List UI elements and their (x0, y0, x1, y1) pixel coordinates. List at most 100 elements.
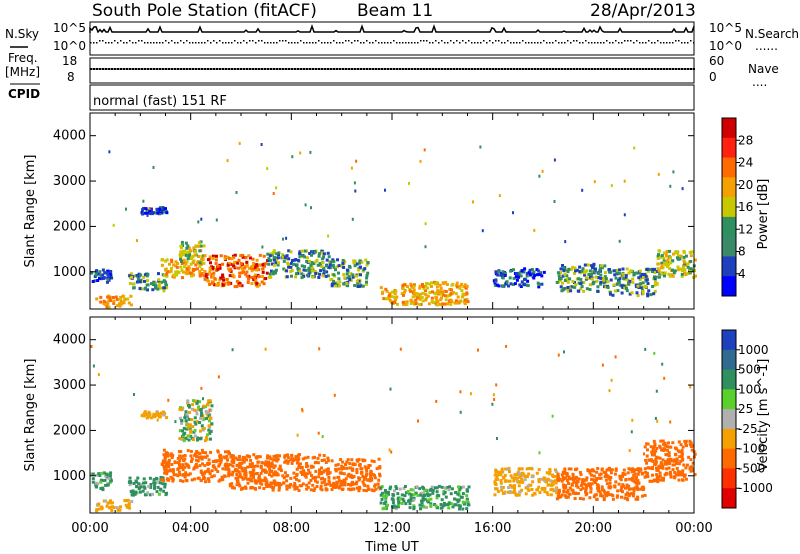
scatter-cell (207, 477, 211, 481)
scatter-cell (111, 505, 114, 509)
station-title: South Pole Station (fitACF) (92, 1, 317, 21)
nsearch-dot (138, 40, 140, 42)
scatter-cell (170, 463, 174, 466)
nsearch-dot (225, 42, 227, 44)
scatter-cell (453, 301, 457, 305)
scatter-cell (409, 299, 413, 303)
scatter-cell (600, 264, 603, 268)
scatter-cell (258, 263, 262, 267)
scatter-cell (317, 472, 321, 476)
scatter-cell (659, 266, 663, 270)
scatter-cell (414, 298, 418, 302)
scatter-cell (167, 469, 171, 473)
scatter-cell (253, 273, 257, 277)
scatter-cell (119, 297, 123, 301)
scatter-cell (644, 284, 648, 288)
scatter-cell (637, 276, 641, 280)
scatter-cell (625, 286, 628, 290)
scatter-cell (673, 458, 677, 462)
scatter-cell (446, 485, 450, 489)
scatter-cell (349, 278, 353, 282)
scatter-cell (398, 487, 402, 491)
scatter-cell (197, 255, 201, 258)
scatter-cell (164, 493, 168, 497)
scatter-cell (125, 499, 129, 503)
scatter-cell (569, 268, 573, 271)
scatter-cell (382, 494, 386, 498)
colorbar-tick-label: 16 (738, 200, 753, 214)
scatter-cell (308, 270, 312, 274)
nsearch-dot (693, 42, 695, 44)
scatter-cell (226, 267, 230, 271)
scatter-cell (332, 260, 336, 263)
nsearch-dot (267, 42, 269, 44)
scatter-cell (627, 487, 631, 491)
scatter-cell (285, 487, 289, 491)
scatter-cell (283, 455, 287, 459)
scatter-cell (321, 435, 324, 439)
scatter-cell (592, 263, 596, 267)
scatter-cell (306, 485, 310, 489)
scatter-cell (582, 281, 586, 284)
nsearch-dot (333, 40, 335, 42)
nsearch-dot (426, 40, 428, 42)
scatter-cell (674, 453, 678, 457)
scatter-cell (172, 473, 176, 477)
scatter-cell (327, 265, 331, 269)
scatter-cell (654, 460, 658, 464)
scatter-cell (156, 211, 160, 215)
scatter-cell (418, 487, 422, 491)
scatter-cell (372, 460, 376, 463)
scatter-cell (384, 287, 388, 291)
nsearch-dot (516, 42, 518, 44)
scatter-cell (690, 250, 694, 254)
scatter-cell (167, 398, 170, 402)
scatter-cell (666, 448, 669, 452)
nsearch-dot (690, 40, 692, 42)
scatter-cell (181, 244, 184, 248)
scatter-cell (295, 477, 298, 481)
scatter-cell (106, 280, 109, 284)
scatter-cell (465, 284, 469, 288)
scatter-cell (200, 256, 204, 260)
scatter-cell (146, 288, 149, 292)
nsearch-dot (150, 42, 152, 44)
scatter-cell (673, 446, 677, 450)
scatter-cell (236, 261, 240, 265)
scatter-cell (271, 270, 275, 274)
scatter-cell (214, 258, 218, 262)
scatter-cell (142, 411, 146, 415)
scatter-cell (138, 280, 142, 284)
scatter-cell (311, 275, 315, 279)
scatter-cell (207, 428, 211, 432)
scatter-cell (612, 283, 616, 287)
scatter-cell (282, 267, 286, 271)
scatter-cell (204, 405, 207, 409)
scatter-cell (621, 267, 625, 271)
scatter-cell (321, 274, 325, 278)
scatter-cell (439, 506, 443, 510)
scatter-cell (682, 264, 685, 268)
nsearch-dot (546, 42, 548, 44)
scatter-cell (543, 487, 547, 490)
scatter-cell (446, 294, 450, 298)
scatter-cell (254, 487, 257, 491)
scatter-cell (186, 422, 190, 426)
scatter-cell (193, 420, 197, 424)
nsearch-dot (348, 40, 350, 42)
scatter-cell (121, 294, 125, 298)
scatter-cell (146, 415, 150, 418)
nsearch-dot (447, 42, 449, 44)
scatter-cell (180, 246, 183, 250)
scatter-cell (620, 495, 623, 499)
scatter-cell (194, 245, 198, 249)
scatter-cell (570, 482, 574, 486)
scatter-cell (272, 258, 276, 262)
velocity-colorbar-label-text: Velocity [m s^-1] (756, 359, 771, 472)
scatter-cell (643, 452, 645, 456)
scatter-cell (108, 506, 112, 510)
nsearch-dot (360, 42, 362, 44)
scatter-cell (181, 479, 185, 483)
scatter-cell (127, 502, 131, 506)
scatter-cell (198, 464, 202, 468)
